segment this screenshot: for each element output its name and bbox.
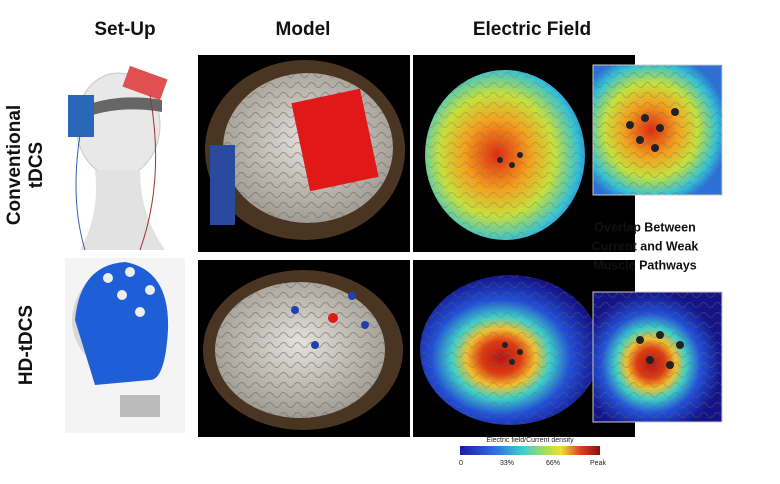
row-label-line: tDCS xyxy=(26,142,47,188)
column-header: Set-Up xyxy=(94,19,155,40)
row-label-line: Conventional xyxy=(4,105,25,225)
field-panel xyxy=(413,55,723,252)
colorbar-tick: 33% xyxy=(500,460,514,467)
colorbar-tick: Peak xyxy=(590,460,606,467)
colorbar-tick: 66% xyxy=(546,460,560,467)
field-panel xyxy=(413,260,723,437)
annotation: Muscle Pathways xyxy=(593,258,697,272)
model-panel xyxy=(198,260,410,437)
setup-image xyxy=(65,258,185,433)
column-header: Model xyxy=(276,19,331,40)
row-label-line: HD-tDCS xyxy=(16,305,37,385)
colorbar-gradient xyxy=(460,446,600,455)
annotation: Current and Weak xyxy=(592,239,699,253)
model-panel xyxy=(198,55,410,252)
colorbar-title: Electric field/Current density xyxy=(486,437,574,444)
column-header: Electric Field xyxy=(473,19,591,40)
colorbar: Electric field/Current density 0 33% 66%… xyxy=(459,437,606,467)
colorbar-tick: 0 xyxy=(459,460,463,467)
annotation: Overlap Between xyxy=(594,220,695,234)
row-label: HD-tDCS xyxy=(16,305,37,385)
setup-image xyxy=(65,55,185,251)
row-label: Conventional tDCS xyxy=(4,105,47,225)
